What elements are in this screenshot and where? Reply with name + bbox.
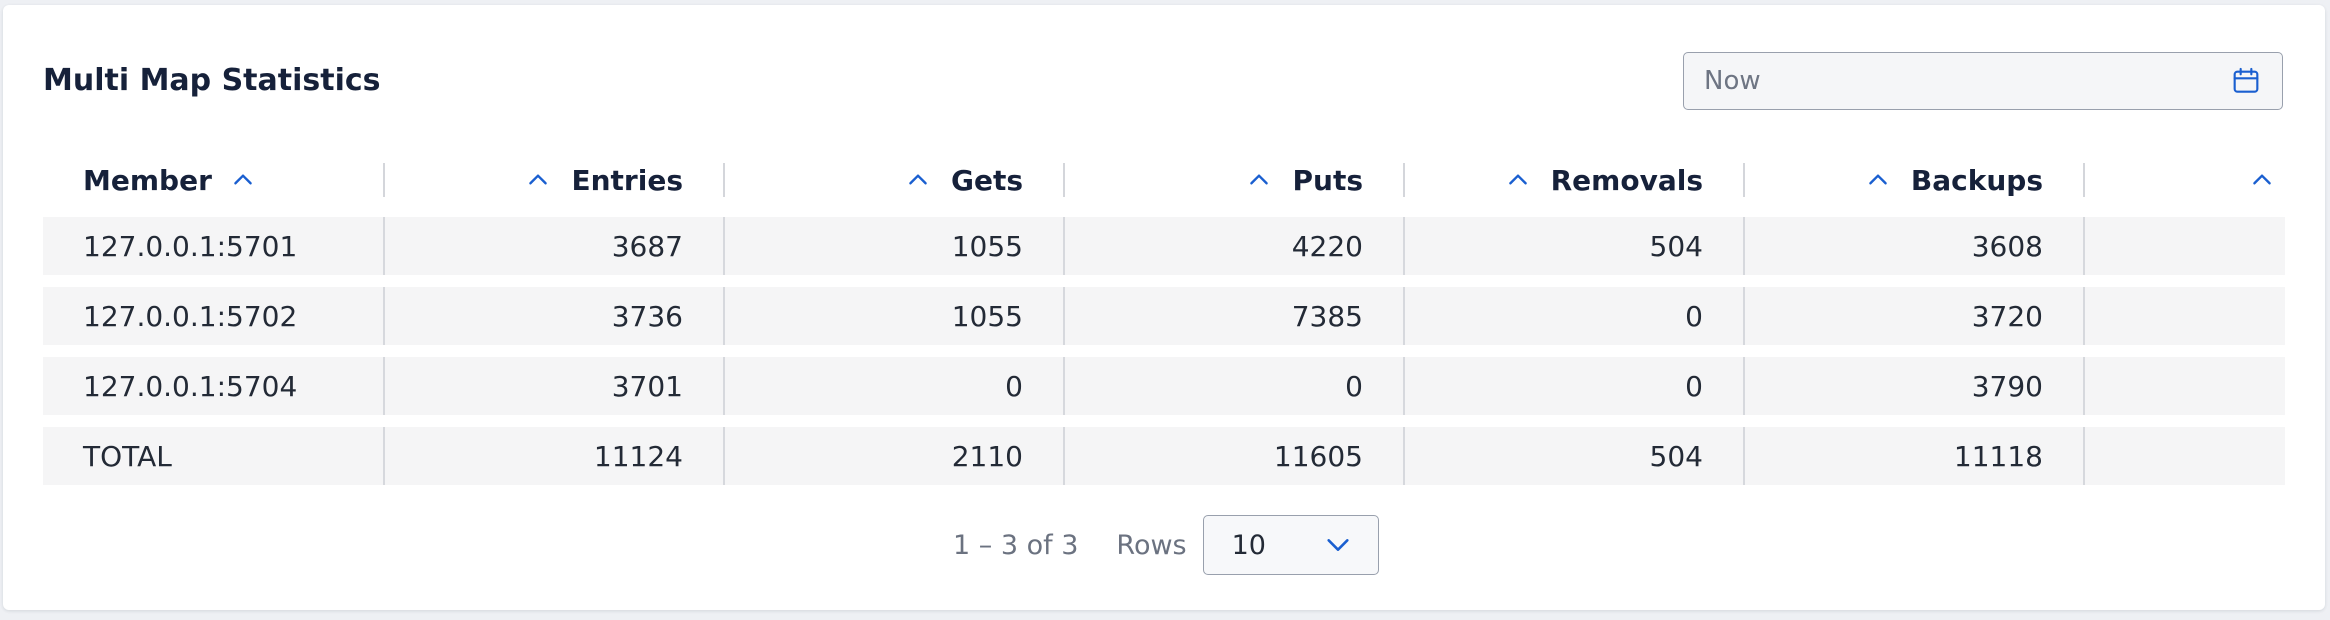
table-total-row: TOTAL 11124 2110 11605 504 11118: [43, 427, 2285, 485]
column-header-label: Backups: [1910, 163, 2043, 197]
cell-removals: 504: [1403, 217, 1743, 275]
cell-puts: 4220: [1063, 217, 1403, 275]
rows-per-page-label: Rows: [1116, 529, 1187, 561]
page-title: Multi Map Statistics: [43, 63, 381, 98]
column-header-extra[interactable]: [2083, 155, 2285, 205]
multi-map-statistics-card: Multi Map Statistics Member Entries Gets: [3, 5, 2325, 610]
cell-entries: 3701: [383, 357, 723, 415]
cell-member: 127.0.0.1:5702: [83, 299, 298, 333]
cell-removals: 0: [1403, 287, 1743, 345]
cell-member: 127.0.0.1:5704: [83, 369, 298, 403]
cell-entries: 3687: [383, 217, 723, 275]
column-header-removals[interactable]: Removals: [1403, 155, 1743, 205]
table-header: Member Entries Gets Puts Removals Ba: [43, 155, 2285, 205]
cell-backups: 3790: [1743, 357, 2083, 415]
pagination: 1 – 3 of 3 Rows 10: [953, 515, 1379, 575]
column-header-label: Member: [83, 163, 212, 197]
column-header-label: Entries: [571, 163, 683, 197]
table-row: 127.0.0.1:5704 3701 0 0 0 3790: [43, 357, 2285, 415]
cell-gets: 2110: [723, 427, 1063, 485]
statistics-table: Member Entries Gets Puts Removals Ba: [43, 155, 2285, 497]
sort-ascending-icon: [1869, 174, 1887, 185]
cell-removals: 504: [1403, 427, 1743, 485]
column-header-entries[interactable]: Entries: [383, 155, 723, 205]
column-header-label: Gets: [950, 163, 1023, 197]
sort-ascending-icon: [1508, 174, 1527, 185]
calendar-icon[interactable]: [2230, 65, 2262, 97]
cell-gets: 1055: [723, 287, 1063, 345]
sort-ascending-icon: [529, 174, 548, 185]
cell-puts: 11605: [1063, 427, 1403, 485]
column-header-puts[interactable]: Puts: [1063, 155, 1403, 205]
sort-ascending-icon: [2253, 174, 2271, 185]
cell-gets: 0: [723, 357, 1063, 415]
table-row: 127.0.0.1:5701 3687 1055 4220 504 3608: [43, 217, 2285, 275]
cell-backups: 3608: [1743, 217, 2083, 275]
sort-ascending-icon: [909, 174, 927, 185]
cell-extra: [2083, 217, 2285, 275]
cell-member: TOTAL: [83, 439, 172, 473]
rows-per-page-value: 10: [1231, 529, 1266, 561]
column-header-label: Removals: [1550, 163, 1703, 197]
cell-backups: 3720: [1743, 287, 2083, 345]
sort-ascending-icon: [234, 174, 252, 185]
cell-removals: 0: [1403, 357, 1743, 415]
column-header-member[interactable]: Member: [43, 155, 383, 205]
table-row: 127.0.0.1:5702 3736 1055 7385 0 3720: [43, 287, 2285, 345]
pagination-range: 1 – 3 of 3: [953, 529, 1079, 561]
column-header-backups[interactable]: Backups: [1743, 155, 2083, 205]
cell-extra: [2083, 357, 2285, 415]
date-filter[interactable]: [1683, 52, 2283, 110]
cell-member: 127.0.0.1:5701: [83, 229, 298, 263]
cell-backups: 11118: [1743, 427, 2083, 485]
sort-ascending-icon: [1250, 174, 1269, 185]
column-header-label: Puts: [1292, 163, 1363, 197]
rows-per-page-select[interactable]: 10: [1202, 515, 1379, 575]
cell-extra: [2083, 427, 2285, 485]
cell-entries: 11124: [383, 427, 723, 485]
cell-puts: 7385: [1063, 287, 1403, 345]
date-filter-input[interactable]: [1704, 66, 2230, 96]
cell-puts: 0: [1063, 357, 1403, 415]
cell-entries: 3736: [383, 287, 723, 345]
column-header-gets[interactable]: Gets: [723, 155, 1063, 205]
cell-gets: 1055: [723, 217, 1063, 275]
cell-extra: [2083, 287, 2285, 345]
chevron-down-icon: [1326, 539, 1349, 551]
